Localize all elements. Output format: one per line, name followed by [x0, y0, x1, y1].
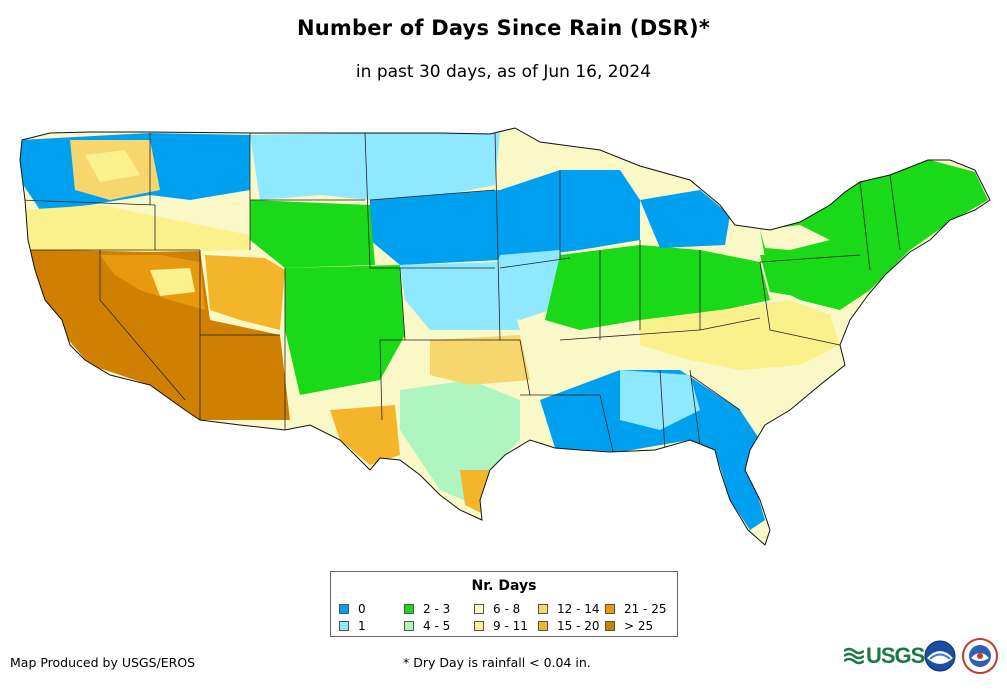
legend-item-5: 9 - 11	[474, 619, 528, 633]
legend-item-1: 1	[339, 619, 366, 633]
legend-swatch	[605, 604, 615, 614]
legend-item-6: 12 - 14	[538, 602, 600, 616]
legend-item-8: 21 - 25	[605, 602, 667, 616]
legend-label: 1	[358, 619, 366, 633]
nws-logo-icon	[962, 638, 998, 674]
legend-swatch	[538, 621, 548, 631]
map-subtitle: in past 30 days, as of Jun 16, 2024	[355, 62, 652, 82]
legend-swatch	[404, 621, 414, 631]
legend-title: Nr. Days	[471, 578, 537, 594]
legend-swatch	[605, 621, 615, 631]
usgs-logo-text: USGS	[866, 643, 925, 668]
legend-item-7: 15 - 20	[538, 619, 600, 633]
legend-item-4: 6 - 8	[474, 602, 520, 616]
noaa-logo-icon	[924, 640, 956, 672]
legend-item-2: 2 - 3	[404, 602, 450, 616]
legend: Nr. Days 0 1 2 - 3 4 - 5 6 - 8 9 - 11 12…	[330, 571, 678, 637]
legend-swatch	[339, 621, 349, 631]
usgs-waves-icon	[844, 647, 864, 665]
legend-item-0: 0	[339, 602, 366, 616]
legend-label: 4 - 5	[423, 619, 451, 633]
legend-label: 12 - 14	[557, 602, 600, 616]
legend-label: 0	[358, 602, 366, 616]
legend-label: 15 - 20	[557, 619, 600, 633]
dry-day-footnote: * Dry Day is rainfall < 0.04 in.	[403, 655, 591, 670]
legend-swatch	[474, 604, 484, 614]
legend-label: 2 - 3	[423, 602, 451, 616]
legend-item-9: > 25	[605, 619, 653, 633]
map-credit: Map Produced by USGS/EROS	[10, 655, 196, 670]
legend-label: 6 - 8	[493, 602, 521, 616]
legend-swatch	[339, 604, 349, 614]
legend-swatch	[474, 621, 484, 631]
usgs-logo: USGS	[844, 643, 925, 669]
legend-item-3: 4 - 5	[404, 619, 450, 633]
legend-label: 9 - 11	[493, 619, 528, 633]
legend-label: > 25	[624, 619, 654, 633]
legend-label: 21 - 25	[624, 602, 667, 616]
legend-swatch	[404, 604, 414, 614]
legend-swatch	[538, 604, 548, 614]
map-title: Number of Days Since Rain (DSR)*	[296, 16, 711, 40]
